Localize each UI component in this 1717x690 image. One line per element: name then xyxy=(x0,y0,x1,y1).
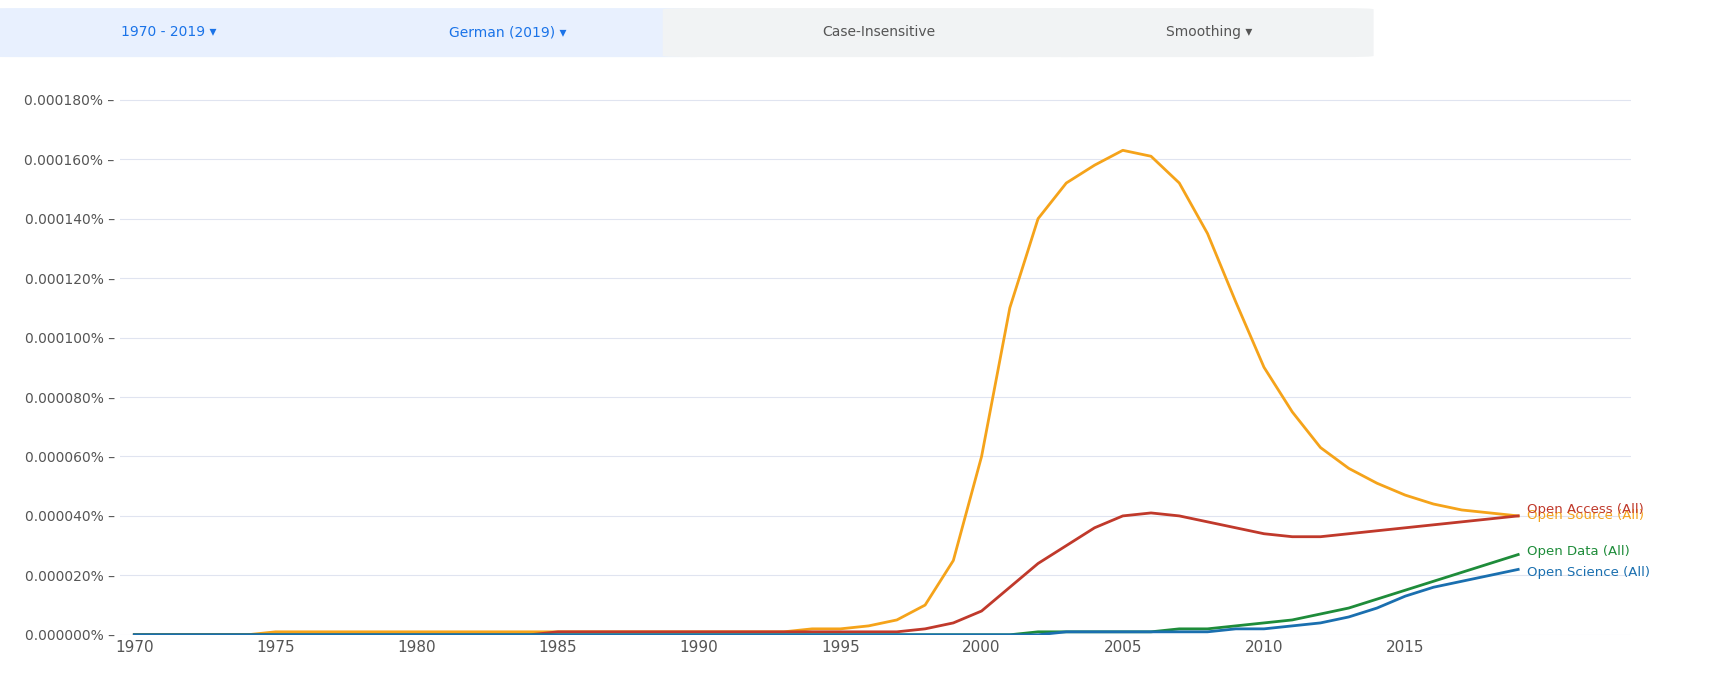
Text: Open Data (All): Open Data (All) xyxy=(1526,545,1629,558)
FancyBboxPatch shape xyxy=(0,8,354,57)
Text: Smoothing ▾: Smoothing ▾ xyxy=(1166,26,1252,39)
Text: German (2019) ▾: German (2019) ▾ xyxy=(450,26,567,39)
Text: Open Science (All): Open Science (All) xyxy=(1526,566,1650,579)
Text: Case-Insensitive: Case-Insensitive xyxy=(822,26,936,39)
Text: Open Source (All): Open Source (All) xyxy=(1526,509,1643,522)
FancyBboxPatch shape xyxy=(663,8,1095,57)
FancyBboxPatch shape xyxy=(1044,8,1374,57)
Text: 1970 - 2019 ▾: 1970 - 2019 ▾ xyxy=(120,26,216,39)
Text: Open Access (All): Open Access (All) xyxy=(1526,504,1643,516)
FancyBboxPatch shape xyxy=(302,8,714,57)
